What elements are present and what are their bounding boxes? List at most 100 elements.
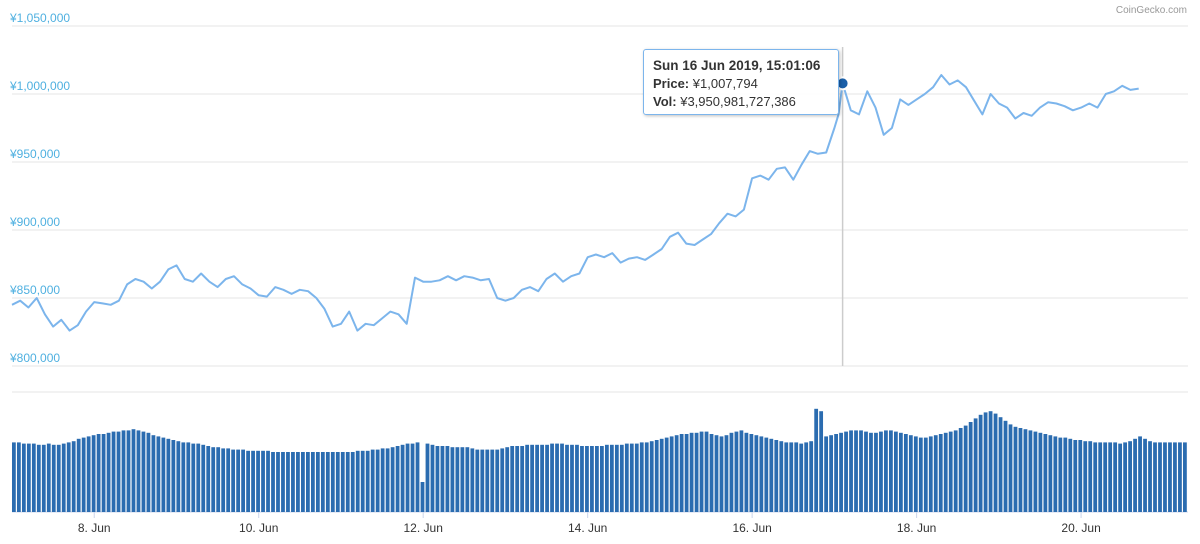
volume-bar	[395, 446, 400, 512]
volume-bar	[719, 436, 724, 512]
volume-bar	[355, 450, 360, 512]
y-tick-label: ¥800,000	[9, 351, 60, 365]
volume-bar	[310, 452, 315, 512]
volume-bar	[565, 444, 569, 512]
tooltip-price-label: Price:	[653, 76, 690, 91]
volume-bar	[455, 447, 460, 512]
volume-bar	[91, 435, 96, 512]
volume-bar	[1098, 442, 1103, 512]
volume-bar	[21, 443, 26, 512]
volume-bar	[580, 446, 584, 512]
volume-bar	[435, 446, 440, 512]
volume-bar	[196, 443, 201, 512]
volume-bar	[111, 431, 116, 512]
volume-bar	[291, 452, 295, 512]
volume-bar	[869, 432, 873, 512]
tooltip-vol-row: Vol: ¥3,950,981,727,386	[653, 93, 829, 111]
volume-bar	[315, 452, 320, 512]
volume-bar	[809, 441, 814, 512]
y-axis-ticks: ¥800,000 ¥850,000 ¥900,000 ¥950,000 ¥1,000,0…	[9, 11, 70, 365]
volume-bar	[430, 444, 435, 512]
volume-bar	[226, 448, 231, 512]
tooltip-vol-value: ¥3,950,981,727,386	[680, 94, 796, 109]
volume-bar	[450, 447, 455, 512]
volume-bar	[844, 431, 848, 512]
volume-bars	[12, 408, 1187, 512]
volume-bar	[859, 430, 863, 512]
volume-bar	[271, 452, 275, 512]
volume-bar	[545, 444, 549, 512]
volume-bar	[575, 444, 579, 512]
volume-bar	[958, 428, 963, 512]
volume-bar	[654, 440, 659, 512]
volume-bar	[729, 432, 734, 512]
volume-bar	[460, 447, 465, 512]
volume-bar	[1033, 431, 1038, 512]
volume-bar	[201, 444, 206, 512]
volume-bar	[51, 444, 56, 512]
x-tick-label: 16. Jun	[732, 521, 771, 535]
volume-bar	[360, 450, 365, 512]
volume-bar	[923, 437, 928, 512]
volume-bar	[1173, 442, 1177, 512]
volume-bar	[1048, 435, 1053, 512]
volume-bar	[325, 452, 330, 512]
volume-bar	[619, 444, 624, 512]
volume-bar	[1168, 442, 1172, 512]
volume-bar	[405, 443, 410, 512]
volume-bar	[281, 452, 285, 512]
volume-bar	[744, 432, 749, 512]
volume-bar	[151, 435, 156, 512]
volume-bar	[918, 437, 923, 512]
volume-bar	[156, 436, 161, 512]
x-tick-label: 10. Jun	[239, 521, 278, 535]
credit-label[interactable]: CoinGecko.com	[1116, 5, 1187, 16]
price-line[interactable]	[11, 74, 1139, 332]
volume-bar	[216, 447, 221, 512]
volume-bar	[56, 444, 61, 512]
volume-bar	[241, 449, 246, 512]
volume-bar	[913, 436, 918, 512]
volume-bar	[1158, 442, 1162, 512]
volume-bar	[16, 442, 21, 512]
y-tick-label: ¥1,050,000	[9, 11, 70, 25]
volume-bar	[804, 442, 809, 512]
volume-bar	[824, 436, 829, 512]
volume-bar	[684, 434, 689, 512]
volume-bar	[879, 431, 883, 512]
volume-bar	[76, 438, 81, 512]
volume-bar	[380, 448, 385, 512]
volume-bar	[191, 443, 196, 512]
price-series[interactable]	[11, 74, 1139, 332]
volume-bar	[1063, 437, 1068, 512]
volume-bar	[759, 436, 764, 512]
volume-bar	[1053, 436, 1058, 512]
volume-bar	[629, 443, 634, 512]
volume-bar	[978, 414, 983, 512]
volume-bar	[276, 452, 280, 512]
volume-bar	[251, 450, 255, 512]
volume-bar	[1138, 436, 1142, 512]
volume-bar	[1058, 437, 1063, 512]
volume-bar	[136, 430, 141, 512]
volume-bar	[420, 482, 425, 512]
y-tick-label: ¥850,000	[9, 283, 60, 297]
volume-bar	[121, 430, 126, 512]
volume-bar	[286, 452, 290, 512]
volume-bar	[560, 443, 564, 512]
volume-bar	[769, 438, 774, 512]
volume-bar	[345, 452, 350, 512]
volume-bar	[884, 430, 888, 512]
volume-bar	[475, 449, 480, 512]
volume-bar	[1018, 428, 1023, 512]
x-tick-label: 20. Jun	[1061, 521, 1100, 535]
volume-bar	[176, 441, 181, 512]
volume-bar	[171, 440, 176, 512]
volume-bar	[889, 430, 893, 512]
volume-bar	[774, 440, 779, 512]
volume-bar	[370, 449, 375, 512]
volume-bar	[1073, 440, 1078, 512]
volume-bar	[624, 443, 629, 512]
volume-bar	[709, 434, 714, 512]
volume-bar	[350, 452, 355, 512]
